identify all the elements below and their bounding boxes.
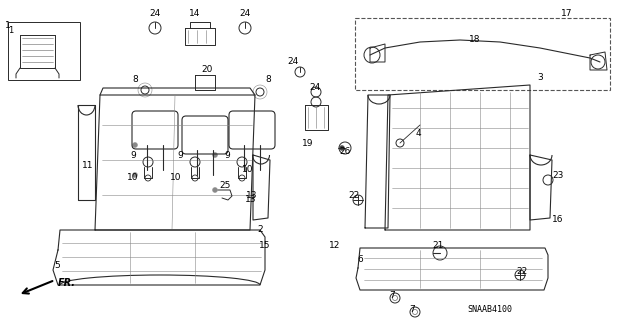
Ellipse shape [339, 145, 344, 151]
Text: 23: 23 [552, 170, 564, 180]
Text: 21: 21 [432, 241, 444, 249]
Text: 24: 24 [309, 84, 321, 93]
Text: 15: 15 [259, 241, 271, 249]
Text: 5: 5 [54, 261, 60, 270]
Text: 13: 13 [245, 196, 257, 204]
Ellipse shape [212, 152, 218, 158]
Text: 11: 11 [83, 160, 93, 169]
Text: 18: 18 [469, 35, 481, 44]
Text: 8: 8 [265, 76, 271, 85]
Text: 1: 1 [8, 26, 13, 35]
Text: 9: 9 [177, 151, 183, 160]
Text: 19: 19 [302, 138, 314, 147]
Text: 22: 22 [348, 191, 360, 201]
Bar [355, 18, 610, 90]
Text: 1: 1 [5, 20, 11, 29]
Text: 24: 24 [287, 57, 299, 66]
Text: SNAAB4100: SNAAB4100 [467, 306, 513, 315]
Bar [8, 22, 80, 80]
Text: 3: 3 [537, 73, 543, 83]
Text: 2: 2 [257, 226, 263, 234]
Text: 10: 10 [127, 174, 139, 182]
Text: 7: 7 [389, 291, 395, 300]
Text: 17: 17 [561, 10, 573, 19]
Text: 7: 7 [409, 306, 415, 315]
Text: 10: 10 [170, 174, 182, 182]
Text: 9: 9 [130, 151, 136, 160]
Text: 13: 13 [246, 190, 258, 199]
Text: 12: 12 [330, 241, 340, 249]
Text: 4: 4 [415, 129, 421, 137]
Text: 26: 26 [339, 147, 351, 157]
Ellipse shape [212, 188, 218, 192]
Text: 20: 20 [202, 65, 212, 75]
Text: 16: 16 [552, 216, 564, 225]
Ellipse shape [132, 173, 138, 177]
Text: 14: 14 [189, 10, 201, 19]
Text: 10: 10 [243, 166, 253, 174]
Text: 24: 24 [149, 10, 161, 19]
Text: 22: 22 [516, 268, 527, 277]
Text: 8: 8 [132, 76, 138, 85]
Text: 24: 24 [239, 10, 251, 19]
Ellipse shape [132, 143, 138, 147]
Text: 6: 6 [357, 256, 363, 264]
Text: 9: 9 [224, 151, 230, 160]
Text: FR.: FR. [58, 278, 76, 288]
Text: 25: 25 [220, 182, 230, 190]
